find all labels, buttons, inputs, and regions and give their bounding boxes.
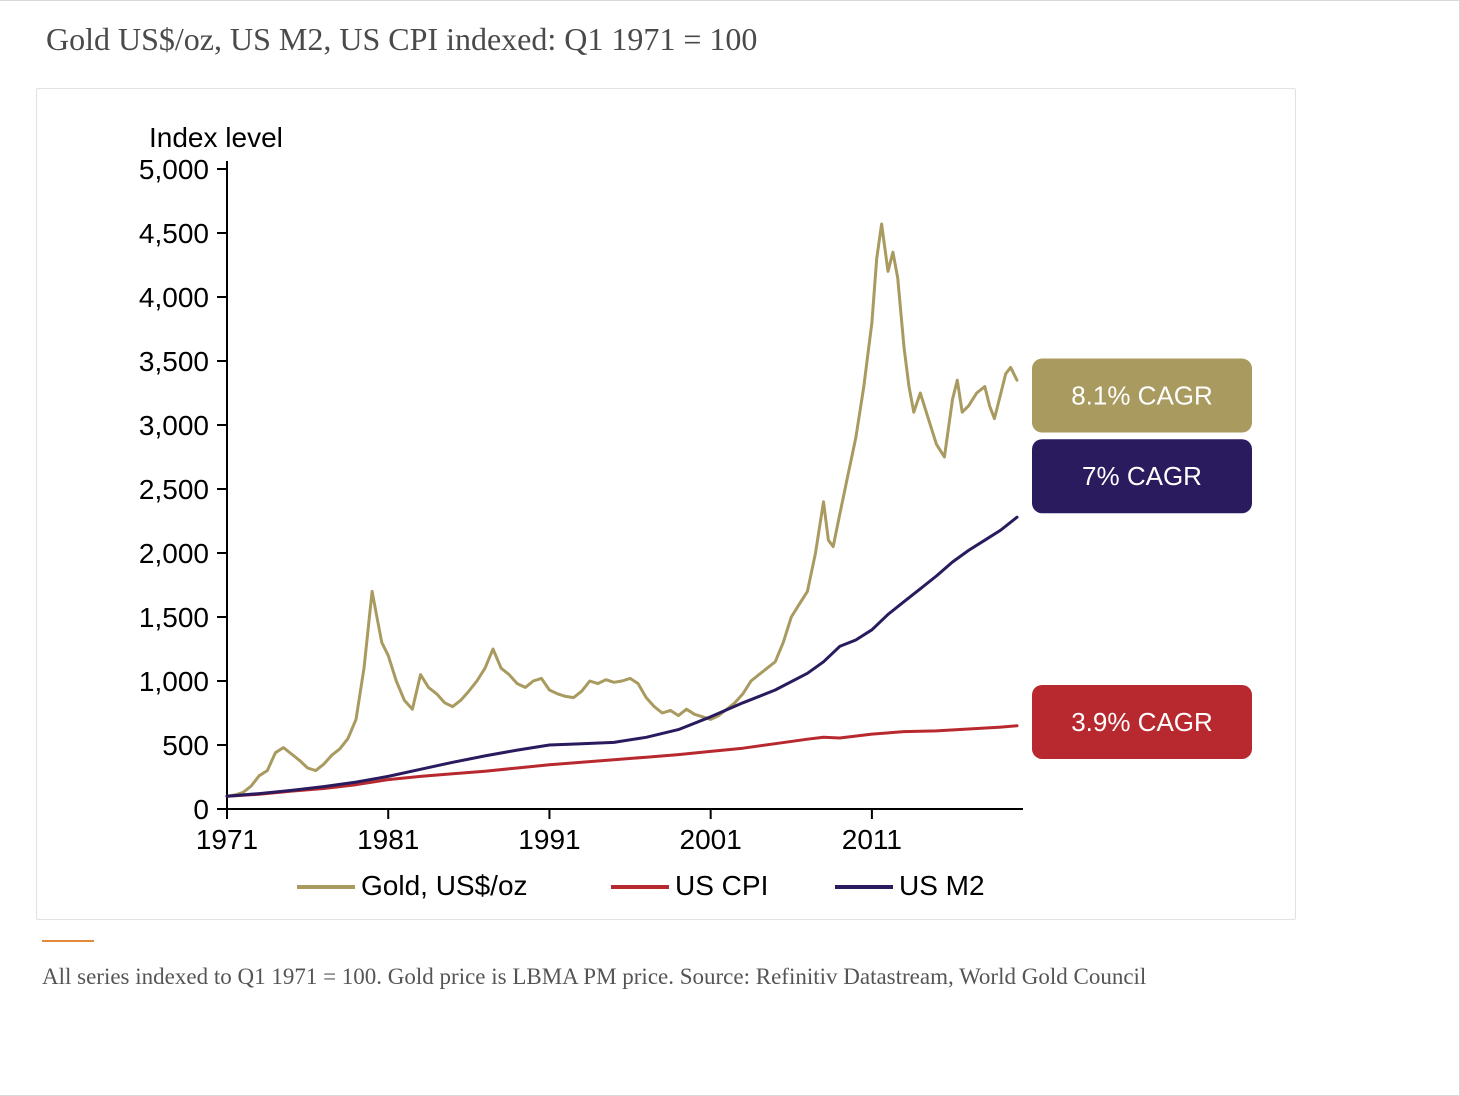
series-line: [227, 726, 1017, 796]
legend-label: Gold, US$/oz: [361, 870, 528, 901]
cagr-badge-label: 8.1% CAGR: [1071, 381, 1213, 411]
x-tick-label: 1991: [518, 824, 580, 855]
accent-underline: [42, 940, 94, 942]
legend-label: US CPI: [675, 870, 768, 901]
y-tick-label: 1,500: [139, 602, 209, 633]
y-tick-label: 2,000: [139, 538, 209, 569]
y-tick-label: 3,500: [139, 346, 209, 377]
y-tick-label: 3,000: [139, 410, 209, 441]
line-chart: Index level 0 500 1,000 1,500 2,000 2,500 3,000…: [47, 109, 1287, 909]
x-tick-label: 1981: [357, 824, 419, 855]
y-tick-label: 5,000: [139, 154, 209, 185]
chart-title: Gold US$/oz, US M2, US CPI indexed: Q1 1…: [46, 21, 1429, 58]
series-line: [227, 517, 1017, 796]
y-tick-label: 4,500: [139, 218, 209, 249]
page-container: Gold US$/oz, US M2, US CPI indexed: Q1 1…: [0, 0, 1460, 1096]
chart-card: Index level 0 500 1,000 1,500 2,000 2,500 3,000…: [36, 88, 1296, 920]
y-tick-label: 500: [162, 730, 209, 761]
chart-caption: All series indexed to Q1 1971 = 100. Gol…: [42, 960, 1282, 995]
y-axis-title: Index level: [149, 122, 283, 153]
legend-label: US M2: [899, 870, 985, 901]
y-tick-label: 2,500: [139, 474, 209, 505]
cagr-badge-label: 3.9% CAGR: [1071, 707, 1213, 737]
x-tick-label: 2001: [680, 824, 742, 855]
x-tick-label: 2011: [842, 824, 902, 855]
y-tick-label: 4,000: [139, 282, 209, 313]
series-line: [227, 224, 1017, 796]
cagr-badge-label: 7% CAGR: [1082, 461, 1202, 491]
x-tick-label: 1971: [196, 824, 258, 855]
y-tick-label: 1,000: [139, 666, 209, 697]
y-tick-label: 0: [193, 794, 209, 825]
